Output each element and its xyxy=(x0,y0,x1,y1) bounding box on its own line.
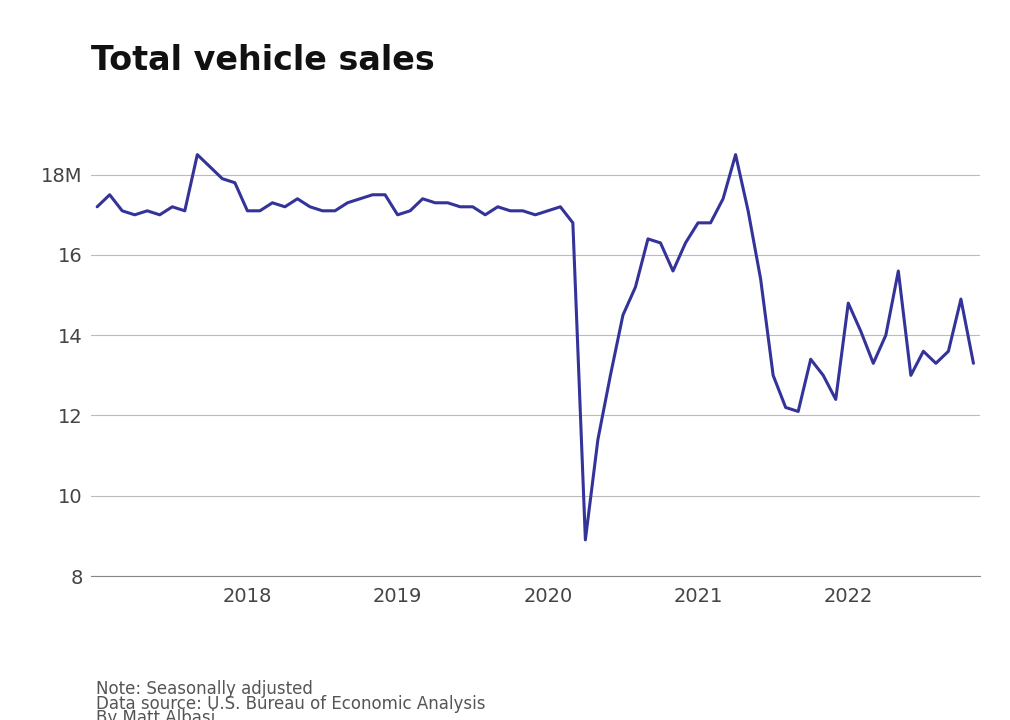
Text: Total vehicle sales: Total vehicle sales xyxy=(91,44,434,77)
Text: By Matt Albasi: By Matt Albasi xyxy=(96,709,215,720)
Text: Data source: U.S. Bureau of Economic Analysis: Data source: U.S. Bureau of Economic Ana… xyxy=(96,695,486,713)
Text: Note: Seasonally adjusted: Note: Seasonally adjusted xyxy=(96,680,313,698)
